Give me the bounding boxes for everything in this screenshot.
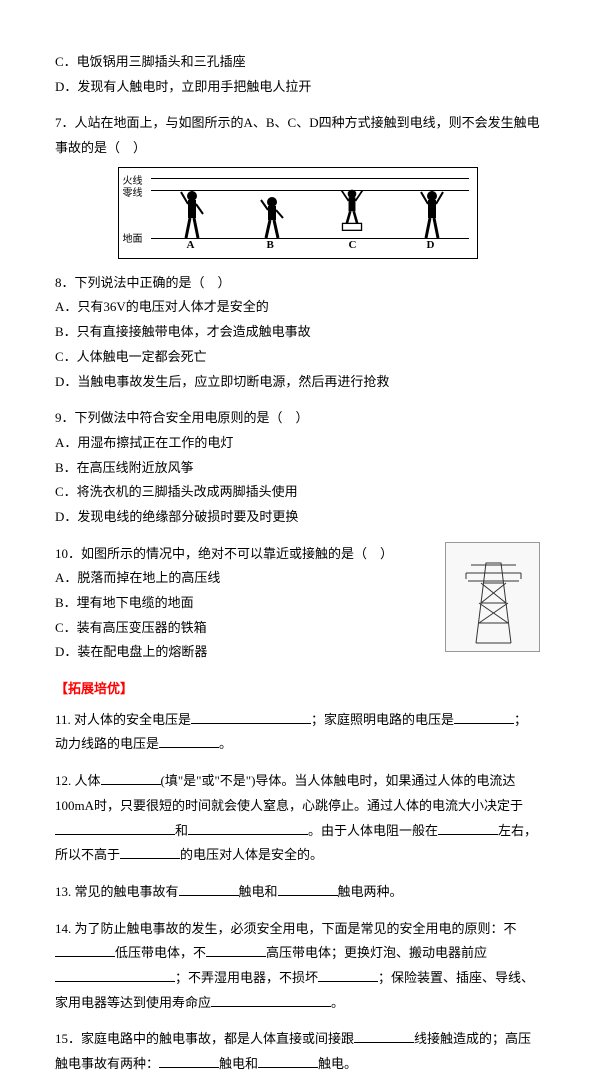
q11-end: 。	[219, 736, 232, 751]
option-c-prev: C．电饭锅用三脚插头和三孔插座	[55, 50, 540, 75]
question-9-stem: 9．下列做法中符合安全用电原则的是（ ）	[55, 406, 540, 431]
q8-opt-a[interactable]: A．只有36V的电压对人体才是安全的	[55, 295, 540, 320]
person-b-icon	[259, 188, 285, 240]
question-8-stem: 8．下列说法中正确的是（ ）	[55, 271, 540, 296]
q9-opt-a[interactable]: A．用湿布擦拭正在工作的电灯	[55, 431, 540, 456]
question-9: 9．下列做法中符合安全用电原则的是（ ） A．用湿布擦拭正在工作的电灯 B．在高…	[55, 406, 540, 529]
blank-14-5[interactable]	[211, 994, 331, 1007]
q15-pre: 15．家庭电路中的触电事故，都是人体直接或间接跟	[55, 1031, 354, 1046]
q12-c: 。由于人体电阻一般在	[308, 823, 438, 838]
blank-14-4[interactable]	[318, 969, 378, 982]
blank-11-2[interactable]	[454, 711, 514, 724]
question-12: 12. 人体(填"是"或"不是")导体。当人体触电时，如果通过人体的电流达100…	[55, 769, 540, 868]
blank-14-2[interactable]	[206, 944, 266, 957]
question-10: 10．如图所示的情况中，绝对不可以靠近或接触的是（ ） A．脱落而掉在地上的高压…	[55, 542, 540, 665]
q14-pre: 14. 为了防止触电事故的发生，必须安全用电，下面是常见的安全用电的原则：不	[55, 921, 517, 936]
blank-12-4[interactable]	[438, 822, 498, 835]
question-7-stem: 7．人站在地面上，与如图所示的A、B、C、D四种方式接触到电线，则不会发生触电事…	[55, 111, 540, 160]
blank-15-2[interactable]	[159, 1055, 219, 1068]
blank-14-1[interactable]	[55, 944, 115, 957]
question-7-prefix: C．电饭锅用三脚插头和三孔插座 D．发现有人触电时，立即用手把触电人拉开	[55, 50, 540, 99]
tower-image	[445, 542, 540, 652]
q11-mid1: ；家庭照明电路的电压是	[311, 712, 454, 727]
label-ground: 地面	[123, 230, 143, 249]
person-c-icon	[339, 187, 365, 232]
blank-12-5[interactable]	[120, 846, 180, 859]
blank-14-3[interactable]	[55, 969, 175, 982]
blank-13-2[interactable]	[278, 883, 338, 896]
col-c: C	[349, 235, 357, 256]
q15-c: 触电。	[318, 1056, 357, 1071]
col-d: D	[427, 235, 435, 256]
q15-b: 触电和	[219, 1056, 258, 1071]
q14-e: 。	[331, 995, 344, 1010]
q14-a: 低压带电体，不	[115, 945, 206, 960]
q8-opt-d[interactable]: D．当触电事故发生后，应立即切断电源，然后再进行抢救	[55, 370, 540, 395]
blank-12-1[interactable]	[101, 772, 161, 785]
question-8: 8．下列说法中正确的是（ ） A．只有36V的电压对人体才是安全的 B．只有直接…	[55, 271, 540, 394]
q11-pre: 11. 对人体的安全电压是	[55, 712, 191, 727]
question-13: 13. 常见的触电事故有 触电和 触电两种。	[55, 880, 540, 905]
q14-c: ；不弄湿用电器，不损坏	[175, 970, 318, 985]
tower-icon	[446, 543, 541, 653]
blank-12-2[interactable]	[55, 822, 175, 835]
q8-opt-c[interactable]: C．人体触电一定都会死亡	[55, 345, 540, 370]
col-a: A	[187, 235, 195, 256]
question-14: 14. 为了防止触电事故的发生，必须安全用电，下面是常见的安全用电的原则：不低压…	[55, 917, 540, 1016]
q14-b: 高压带电体；更换灯泡、搬动电器前应	[266, 945, 487, 960]
q13-end: 触电两种。	[338, 884, 403, 899]
col-b: B	[267, 235, 274, 256]
blank-15-1[interactable]	[354, 1030, 414, 1043]
q12-pre: 12. 人体	[55, 773, 101, 788]
q12-e: 的电压对人体是安全的。	[180, 847, 323, 862]
question-7: 7．人站在地面上，与如图所示的A、B、C、D四种方式接触到电线，则不会发生触电事…	[55, 111, 540, 258]
blank-12-3[interactable]	[188, 822, 308, 835]
option-d-prev: D．发现有人触电时，立即用手把触电人拉开	[55, 75, 540, 100]
label-neutral-wire: 零线	[123, 184, 143, 203]
q13-mid: 触电和	[239, 884, 278, 899]
q9-opt-d[interactable]: D．发现电线的绝缘部分破损时要及时更换	[55, 505, 540, 530]
question-11: 11. 对人体的安全电压是；家庭照明电路的电压是；动力线路的电压是。	[55, 708, 540, 757]
section-header-extend: 【拓展培优】	[55, 677, 540, 702]
q8-opt-b[interactable]: B．只有直接接触带电体，才会造成触电事故	[55, 320, 540, 345]
q9-opt-c[interactable]: C．将洗衣机的三脚插头改成两脚插头使用	[55, 480, 540, 505]
q12-b: 和	[175, 823, 188, 838]
blank-11-3[interactable]	[159, 735, 219, 748]
q9-opt-b[interactable]: B．在高压线附近放风筝	[55, 456, 540, 481]
blank-15-3[interactable]	[258, 1055, 318, 1068]
person-d-icon	[419, 188, 445, 240]
person-a-icon	[179, 188, 205, 240]
blank-13-1[interactable]	[179, 883, 239, 896]
figure-touch-wire: 火线 零线 地面 A B C D	[118, 167, 478, 259]
blank-11-1[interactable]	[191, 711, 311, 724]
question-15: 15．家庭电路中的触电事故，都是人体直接或间接跟线接触造成的；高压触电事故有两种…	[55, 1027, 540, 1076]
q13-pre: 13. 常见的触电事故有	[55, 884, 179, 899]
